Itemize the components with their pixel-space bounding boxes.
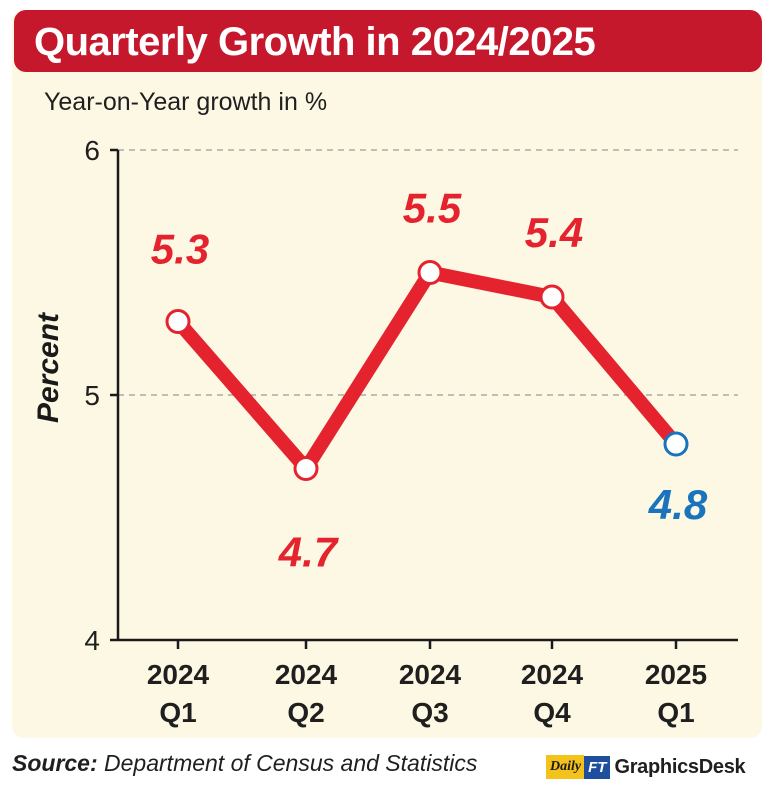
data-point-4 (663, 431, 689, 457)
series-line (171, 265, 683, 476)
brand-desk: GraphicsDesk (614, 755, 746, 778)
chart-title: Quarterly Growth in 2024/2025 (34, 20, 596, 64)
data-label-1: 4.7 (278, 529, 339, 576)
source-text: Department of Census and Statistics (104, 750, 478, 776)
data-label-4: 4.8 (648, 481, 708, 528)
data-point-0 (165, 309, 191, 334)
x-tick-label-quarter-2: Q3 (411, 697, 448, 728)
source-label: Source: (12, 750, 98, 776)
y-axis-title: Percent (32, 311, 65, 423)
line-chart: 4 5 6 Percent 2024 Q1 2024 Q2 2024 Q3 2024 Q4 2025 Q1… (32, 135, 738, 728)
data-point-2 (417, 260, 443, 285)
title-bar (14, 10, 762, 72)
brand-daily: Daily (546, 755, 585, 779)
data-point-3 (539, 284, 565, 310)
chart-background-panel (12, 10, 762, 738)
y-tick-label-6: 6 (84, 135, 100, 166)
x-tick-label-quarter-1: Q2 (287, 697, 324, 728)
x-tick-label-year-2: 2024 (399, 659, 462, 690)
x-tick-label-quarter-0: Q1 (159, 697, 196, 728)
x-tick-label-year-4: 2025 (645, 659, 707, 690)
y-tick-label-5: 5 (84, 380, 100, 411)
x-tick-label-year-1: 2024 (275, 659, 338, 690)
x-tick-label-year-0: 2024 (147, 659, 210, 690)
data-point-1 (293, 456, 319, 481)
brand-ft: FT (584, 755, 611, 779)
x-tick-label-year-3: 2024 (521, 659, 584, 690)
source-note: Source: Department of Census and Statist… (12, 750, 477, 777)
graphics-desk-logo: Daily FT GraphicsDesk (546, 752, 746, 782)
x-tick-label-quarter-3: Q4 (533, 697, 571, 728)
data-label-2: 5.5 (403, 185, 462, 232)
data-label-3: 5.4 (525, 209, 583, 256)
chart-subtitle: Year-on-Year growth in % (44, 88, 328, 116)
y-tick-label-4: 4 (84, 625, 100, 656)
data-label-0: 5.3 (151, 226, 209, 273)
x-tick-label-quarter-4: Q1 (657, 697, 694, 728)
